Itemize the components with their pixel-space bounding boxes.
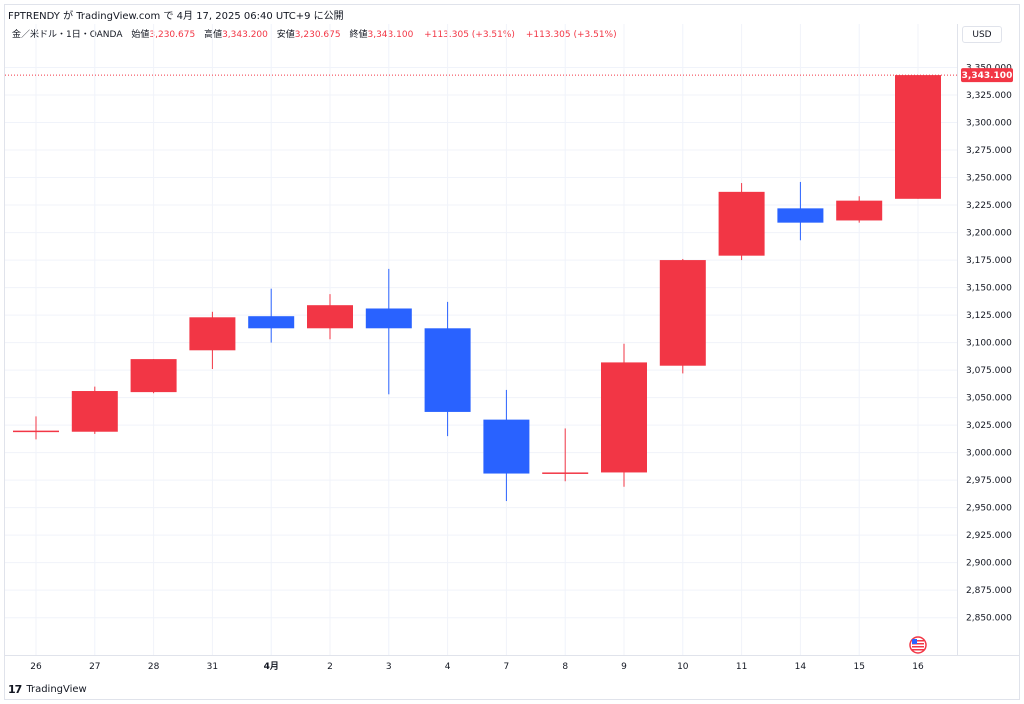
- x-tick-label: 4月: [264, 661, 279, 672]
- candle-body: [836, 200, 883, 221]
- x-tick-label: 15: [853, 662, 864, 672]
- y-tick-label: 3,050.000: [966, 394, 1012, 404]
- change-value: +113.305 (+3.51%): [424, 30, 515, 40]
- y-tick-label: 3,000.000: [966, 449, 1012, 459]
- x-tick-label: 16: [912, 662, 924, 672]
- candle-body: [365, 308, 412, 329]
- candle-body: [130, 359, 177, 393]
- candle-body: [307, 305, 353, 329]
- high-value: 3,343.200: [222, 30, 268, 40]
- candle-body: [718, 191, 765, 256]
- x-tick-label: 3: [386, 662, 392, 672]
- high-label: 高値: [204, 30, 223, 40]
- x-tick-label: 27: [89, 662, 100, 672]
- candle-body: [13, 430, 59, 433]
- x-tick-label: 31: [207, 662, 218, 672]
- chart-frame: [4, 4, 1020, 700]
- y-tick-label: 3,025.000: [966, 421, 1012, 431]
- candle-body: [777, 208, 824, 223]
- close-label: 終値: [349, 30, 368, 40]
- close-value: 3,343.100: [367, 30, 414, 40]
- y-tick-label: 3,200.000: [966, 229, 1012, 239]
- tradingview-brand[interactable]: TradingView: [26, 684, 87, 695]
- ohlc-legend: 金／米ドル・1日・OANDA 始値3,230.675 高値3,343.200 安…: [12, 27, 617, 40]
- y-tick-label: 3,300.000: [966, 119, 1012, 129]
- x-tick-label: 7: [504, 662, 510, 672]
- y-tick-label: 3,325.000: [966, 91, 1012, 101]
- x-tick-label: 10: [677, 662, 689, 672]
- y-tick-label: 2,925.000: [966, 531, 1012, 541]
- candle-body: [189, 317, 236, 351]
- candle-body: [483, 419, 530, 474]
- x-tick-label: 8: [562, 662, 568, 672]
- x-tick-label: 14: [795, 662, 807, 672]
- last-price-label: 3,343.100: [962, 71, 1013, 81]
- low-label: 安値: [276, 30, 295, 40]
- y-tick-label: 2,850.000: [966, 614, 1012, 624]
- tradingview-logo-icon: 17: [8, 683, 22, 696]
- open-value: 3,230.675: [149, 30, 196, 40]
- y-tick-label: 3,075.000: [966, 366, 1012, 376]
- x-tick-label: 11: [736, 662, 747, 672]
- change-value-2: +113.305 (+3.51%): [525, 30, 617, 40]
- y-tick-label: 3,250.000: [966, 174, 1012, 184]
- candle-body: [659, 260, 706, 366]
- candle-body: [542, 472, 589, 474]
- x-tick-label: 26: [30, 662, 42, 672]
- candle-body: [424, 328, 471, 412]
- y-tick-label: 2,875.000: [966, 586, 1012, 596]
- y-tick-label: 3,125.000: [966, 311, 1012, 321]
- y-tick-label: 3,100.000: [966, 339, 1012, 349]
- candle-body: [601, 362, 647, 473]
- candle-body: [248, 316, 295, 329]
- publish-attribution: FPTRENDY が TradingView.com で 4月 17, 2025…: [8, 11, 344, 22]
- candle-body: [71, 391, 118, 432]
- x-tick-label: 2: [327, 662, 333, 672]
- y-tick-label: 3,225.000: [966, 201, 1012, 211]
- y-tick-label: 2,950.000: [966, 504, 1012, 514]
- x-tick-label: 28: [148, 662, 160, 672]
- low-value: 3,230.675: [294, 30, 341, 40]
- y-tick-label: 2,975.000: [966, 476, 1012, 486]
- x-tick-label: 4: [445, 662, 451, 672]
- last-price-tag: [961, 68, 1013, 83]
- time-axis-border: [4, 655, 1020, 656]
- price-axis-border: [957, 24, 958, 656]
- y-tick-label: 3,150.000: [966, 284, 1012, 294]
- open-label: 始値: [131, 30, 150, 40]
- footer: 17 TradingView: [8, 683, 87, 696]
- us-flag-icon[interactable]: [909, 636, 927, 654]
- x-tick-label: 9: [621, 662, 627, 672]
- y-tick-label: 3,175.000: [966, 256, 1012, 266]
- currency-button[interactable]: USD: [962, 26, 1002, 43]
- y-tick-label: 3,275.000: [966, 146, 1012, 156]
- symbol-label[interactable]: 金／米ドル・1日・OANDA: [12, 30, 123, 40]
- y-tick-label: 2,900.000: [966, 559, 1012, 569]
- candle-body: [895, 75, 941, 199]
